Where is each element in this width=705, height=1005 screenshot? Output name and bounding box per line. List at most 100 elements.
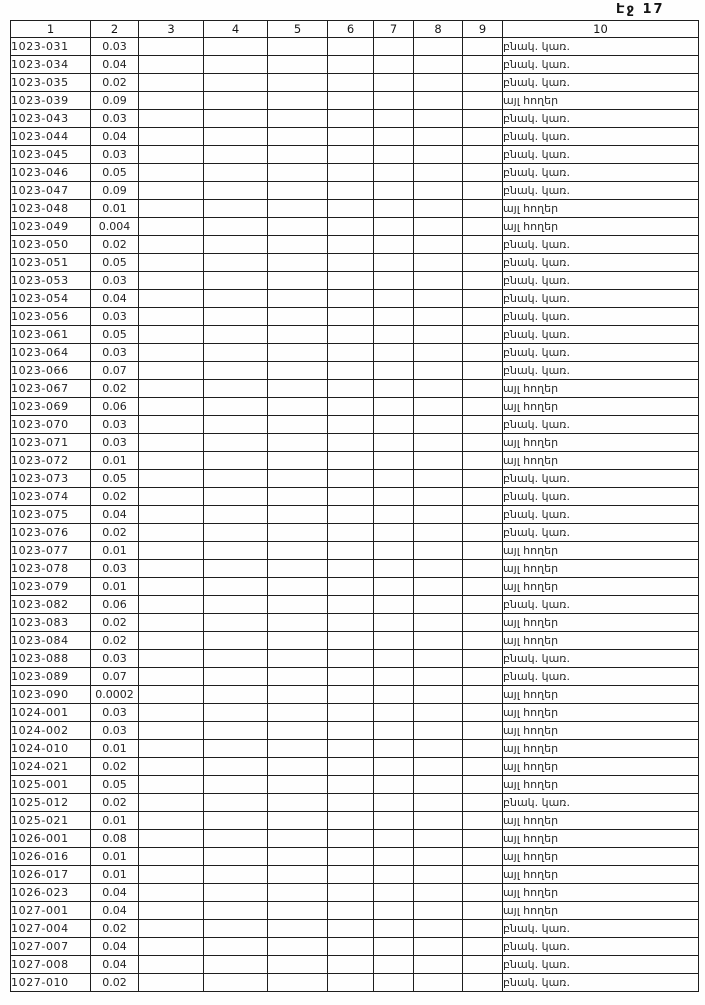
area-value-cell: 0.03 <box>90 145 139 164</box>
parcel-code-cell: 1027-004 <box>10 919 91 938</box>
empty-cell <box>203 595 268 614</box>
table-row: 1025-012 0.02 բնակ. կառ. <box>10 793 699 812</box>
empty-cell <box>327 559 374 578</box>
empty-cell <box>327 523 374 542</box>
empty-cell <box>203 541 268 560</box>
empty-cell <box>138 793 204 812</box>
empty-cell <box>373 901 414 920</box>
empty-cell <box>327 145 374 164</box>
empty-cell <box>138 271 204 290</box>
land-use-cell: այլ հողեր <box>502 883 699 902</box>
table-row: 1023-056 0.03 բնակ. կառ. <box>10 307 699 326</box>
parcel-code-cell: 1026-017 <box>10 865 91 884</box>
area-value-cell: 0.04 <box>90 127 139 146</box>
empty-cell <box>138 955 204 974</box>
empty-cell <box>373 631 414 650</box>
empty-cell <box>462 505 503 524</box>
land-use-cell: այլ հողեր <box>502 577 699 596</box>
empty-cell <box>413 163 463 182</box>
empty-cell <box>203 469 268 488</box>
empty-cell <box>462 433 503 452</box>
area-value-cell: 0.03 <box>90 415 139 434</box>
empty-cell <box>327 901 374 920</box>
empty-cell <box>327 973 374 992</box>
area-value-cell: 0.09 <box>90 181 139 200</box>
empty-cell <box>462 685 503 704</box>
empty-cell <box>327 847 374 866</box>
parcel-code-cell: 1023-049 <box>10 217 91 236</box>
parcel-code-cell: 1023-050 <box>10 235 91 254</box>
empty-cell <box>373 361 414 380</box>
land-use-cell: բնակ. կառ. <box>502 55 699 74</box>
empty-cell <box>203 937 268 956</box>
empty-cell <box>413 685 463 704</box>
area-value-cell: 0.02 <box>90 487 139 506</box>
empty-cell <box>413 91 463 110</box>
table-row: 1026-023 0.04 այլ հողեր <box>10 883 699 902</box>
land-use-cell: այլ հողեր <box>502 703 699 722</box>
empty-cell <box>462 73 503 92</box>
empty-cell <box>373 253 414 272</box>
empty-cell <box>267 901 328 920</box>
empty-cell <box>327 37 374 56</box>
empty-cell <box>138 199 204 218</box>
land-use-cell: բնակ. կառ. <box>502 469 699 488</box>
empty-cell <box>203 865 268 884</box>
area-value-cell: 0.07 <box>90 667 139 686</box>
empty-cell <box>203 181 268 200</box>
empty-cell <box>413 253 463 272</box>
area-value-cell: 0.04 <box>90 955 139 974</box>
empty-cell <box>327 865 374 884</box>
parcel-code-cell: 1023-053 <box>10 271 91 290</box>
land-use-cell: բնակ. կառ. <box>502 415 699 434</box>
empty-cell <box>413 37 463 56</box>
empty-cell <box>203 163 268 182</box>
land-use-cell: այլ հողեր <box>502 685 699 704</box>
empty-cell <box>327 685 374 704</box>
empty-cell <box>327 775 374 794</box>
empty-cell <box>203 847 268 866</box>
empty-cell <box>138 307 204 326</box>
header-cell-col-7: 7 <box>373 20 414 38</box>
empty-cell <box>413 757 463 776</box>
empty-cell <box>138 811 204 830</box>
area-value-cell: 0.03 <box>90 433 139 452</box>
empty-cell <box>138 181 204 200</box>
empty-cell <box>327 343 374 362</box>
parcel-code-cell: 1023-046 <box>10 163 91 182</box>
land-use-cell: բնակ. կառ. <box>502 181 699 200</box>
empty-cell <box>462 379 503 398</box>
empty-cell <box>462 145 503 164</box>
land-use-cell: այլ հողեր <box>502 451 699 470</box>
empty-cell <box>327 919 374 938</box>
empty-cell <box>373 559 414 578</box>
table-row: 1023-035 0.02 բնակ. կառ. <box>10 73 699 92</box>
empty-cell <box>462 523 503 542</box>
empty-cell <box>413 127 463 146</box>
empty-cell <box>138 469 204 488</box>
table-row: 1023-082 0.06 բնակ. կառ. <box>10 595 699 614</box>
parcel-code-cell: 1023-073 <box>10 469 91 488</box>
area-value-cell: 0.03 <box>90 37 139 56</box>
empty-cell <box>203 415 268 434</box>
empty-cell <box>267 505 328 524</box>
parcel-code-cell: 1025-021 <box>10 811 91 830</box>
empty-cell <box>413 577 463 596</box>
parcel-code-cell: 1025-012 <box>10 793 91 812</box>
empty-cell <box>462 415 503 434</box>
table-row: 1023-083 0.02 այլ հողեր <box>10 613 699 632</box>
empty-cell <box>327 397 374 416</box>
empty-cell <box>462 757 503 776</box>
empty-cell <box>413 361 463 380</box>
empty-cell <box>327 883 374 902</box>
empty-cell <box>327 721 374 740</box>
empty-cell <box>413 793 463 812</box>
empty-cell <box>327 235 374 254</box>
empty-cell <box>203 307 268 326</box>
parcel-code-cell: 1023-051 <box>10 253 91 272</box>
empty-cell <box>373 667 414 686</box>
empty-cell <box>203 775 268 794</box>
empty-cell <box>203 973 268 992</box>
table-row: 1023-069 0.06 այլ հողեր <box>10 397 699 416</box>
